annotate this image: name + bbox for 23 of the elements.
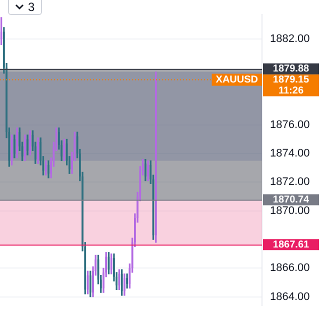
candlestick — [37, 137, 39, 164]
ref-line-label: 1870.74 — [272, 194, 310, 206]
ref-line-label: 1879.88 — [272, 64, 310, 75]
y-tick-label: 1864.00 — [270, 290, 310, 303]
y-tick-label: 1866.00 — [270, 262, 310, 274]
y-tick-label: 1876.00 — [270, 118, 310, 131]
y-tick-label: 1874.00 — [270, 148, 310, 160]
candlestick — [144, 158, 146, 182]
text: 11:26 — [278, 86, 304, 97]
candlestick — [26, 134, 28, 156]
candlestick — [16, 127, 18, 158]
y-tick-label: 1870.00 — [270, 204, 310, 217]
ref-line-label: XAUUSD — [216, 74, 258, 86]
candlestick — [13, 134, 16, 158]
y-tick-label: 1872.00 — [270, 176, 310, 188]
candlestick — [126, 274, 128, 289]
text: 3 — [28, 0, 35, 14]
text: 1879.15 — [272, 74, 310, 86]
candlestick — [48, 160, 50, 178]
y-tick-label: 1882.00 — [270, 32, 310, 45]
ref-line-label: 1867.61 — [272, 239, 310, 250]
candlestick — [124, 274, 126, 296]
candlestick — [147, 160, 149, 182]
